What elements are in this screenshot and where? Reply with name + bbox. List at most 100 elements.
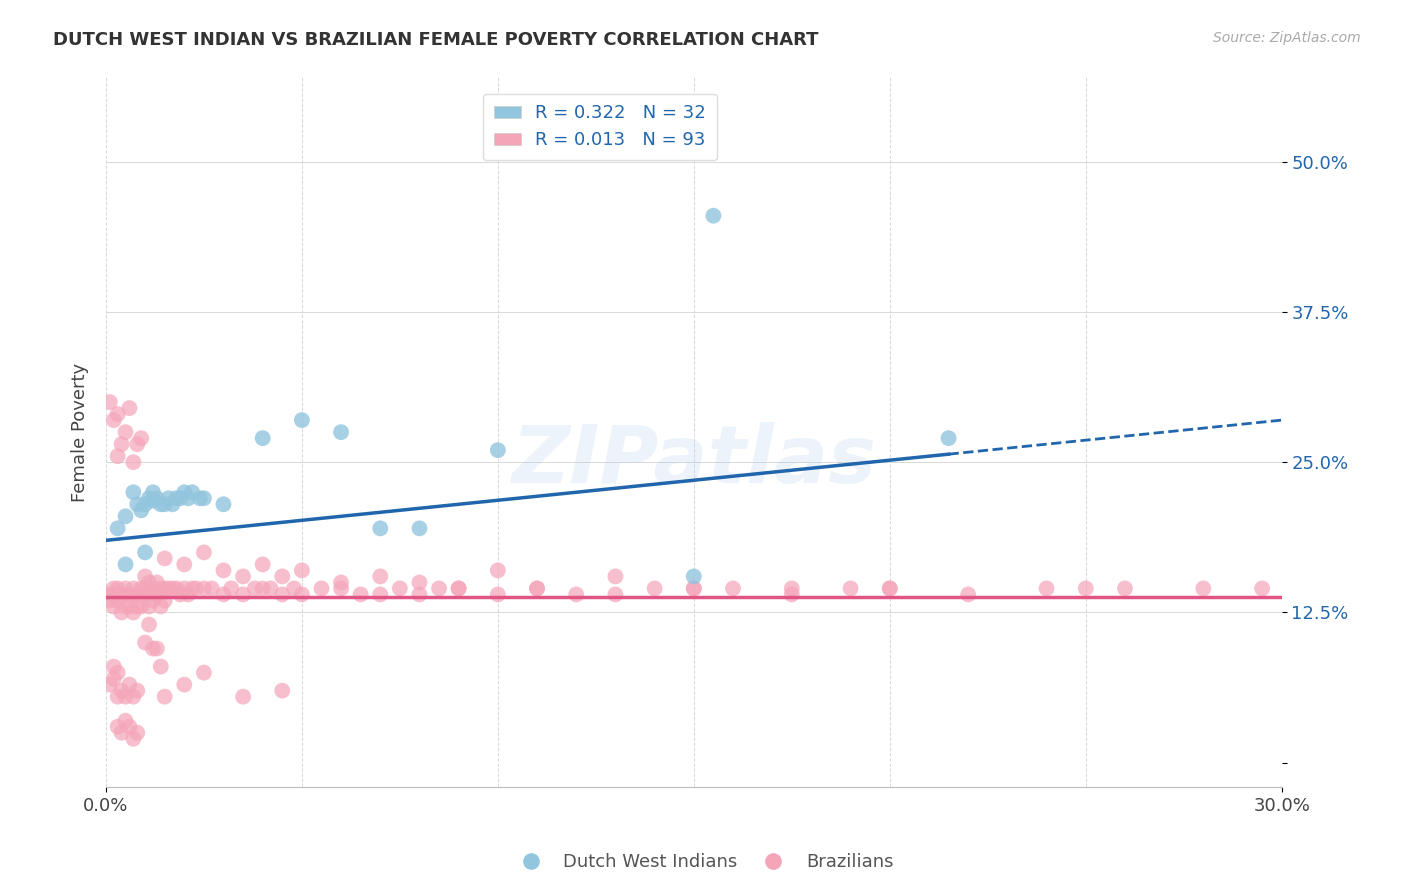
Point (173, 582, 195, 596)
Point (780, 587, 803, 601)
Point (129, 582, 152, 596)
Point (212, 497, 235, 511)
Point (153, 593, 176, 607)
Point (138, 599, 160, 614)
Point (1251, 582, 1274, 596)
Point (243, 582, 266, 596)
Point (682, 582, 704, 596)
Point (682, 582, 704, 596)
Point (107, 690, 129, 704)
Point (486, 443, 509, 458)
Point (114, 690, 136, 704)
Point (181, 582, 204, 596)
Point (201, 582, 224, 596)
Point (103, 587, 125, 601)
Point (134, 569, 156, 583)
Point (153, 582, 176, 596)
Point (252, 558, 274, 572)
Point (271, 569, 294, 583)
Point (134, 587, 156, 601)
Point (212, 563, 235, 577)
Point (142, 582, 165, 596)
Text: DUTCH WEST INDIAN VS BRAZILIAN FEMALE POVERTY CORRELATION CHART: DUTCH WEST INDIAN VS BRAZILIAN FEMALE PO… (53, 31, 818, 49)
Point (127, 683, 149, 698)
Point (107, 407, 129, 421)
Point (138, 491, 160, 506)
Point (232, 690, 254, 704)
Point (149, 659, 172, 673)
Point (408, 587, 430, 601)
Point (408, 575, 430, 590)
Point (107, 665, 129, 680)
Point (212, 587, 235, 601)
Point (114, 425, 136, 439)
Point (169, 491, 191, 506)
Point (173, 558, 195, 572)
Point (291, 413, 314, 427)
Point (526, 582, 548, 596)
Point (1114, 582, 1136, 596)
Point (134, 545, 156, 559)
Point (169, 587, 191, 601)
Point (142, 641, 165, 656)
Point (291, 587, 314, 601)
Point (127, 587, 149, 601)
Point (368, 587, 391, 601)
Point (107, 582, 129, 596)
Point (157, 491, 180, 506)
Point (162, 497, 184, 511)
Point (291, 563, 314, 577)
Point (605, 587, 627, 601)
Point (184, 582, 207, 596)
Text: ZIPatlas: ZIPatlas (512, 422, 876, 500)
Point (644, 582, 666, 596)
Point (193, 491, 215, 506)
Point (447, 582, 470, 596)
Point (110, 683, 132, 698)
Point (107, 449, 129, 463)
Point (129, 503, 152, 517)
Point (134, 582, 156, 596)
Y-axis label: Female Poverty: Female Poverty (72, 362, 89, 501)
Point (103, 659, 125, 673)
Point (127, 599, 149, 614)
Point (702, 209, 724, 223)
Point (114, 599, 136, 614)
Point (146, 641, 169, 656)
Point (142, 485, 165, 500)
Point (368, 569, 391, 583)
Point (427, 582, 450, 596)
Point (127, 437, 149, 451)
Point (259, 582, 281, 596)
Point (486, 587, 509, 601)
Point (153, 690, 176, 704)
Text: Source: ZipAtlas.com: Source: ZipAtlas.com (1213, 31, 1361, 45)
Point (173, 678, 195, 692)
Point (526, 582, 548, 596)
Point (98, 587, 121, 601)
Point (232, 587, 254, 601)
Point (157, 582, 180, 596)
Point (142, 593, 165, 607)
Point (110, 606, 132, 620)
Point (129, 431, 152, 445)
Point (162, 582, 184, 596)
Point (193, 545, 215, 559)
Point (122, 455, 145, 469)
Point (330, 582, 353, 596)
Point (103, 599, 125, 614)
Point (879, 582, 901, 596)
Point (232, 569, 254, 583)
Point (146, 587, 169, 601)
Point (114, 509, 136, 524)
Point (330, 575, 353, 590)
Point (780, 582, 803, 596)
Point (188, 491, 211, 506)
Point (122, 582, 145, 596)
Point (271, 683, 294, 698)
Point (138, 575, 160, 590)
Point (1035, 582, 1057, 596)
Point (98, 678, 121, 692)
Point (177, 587, 200, 601)
Point (149, 582, 172, 596)
